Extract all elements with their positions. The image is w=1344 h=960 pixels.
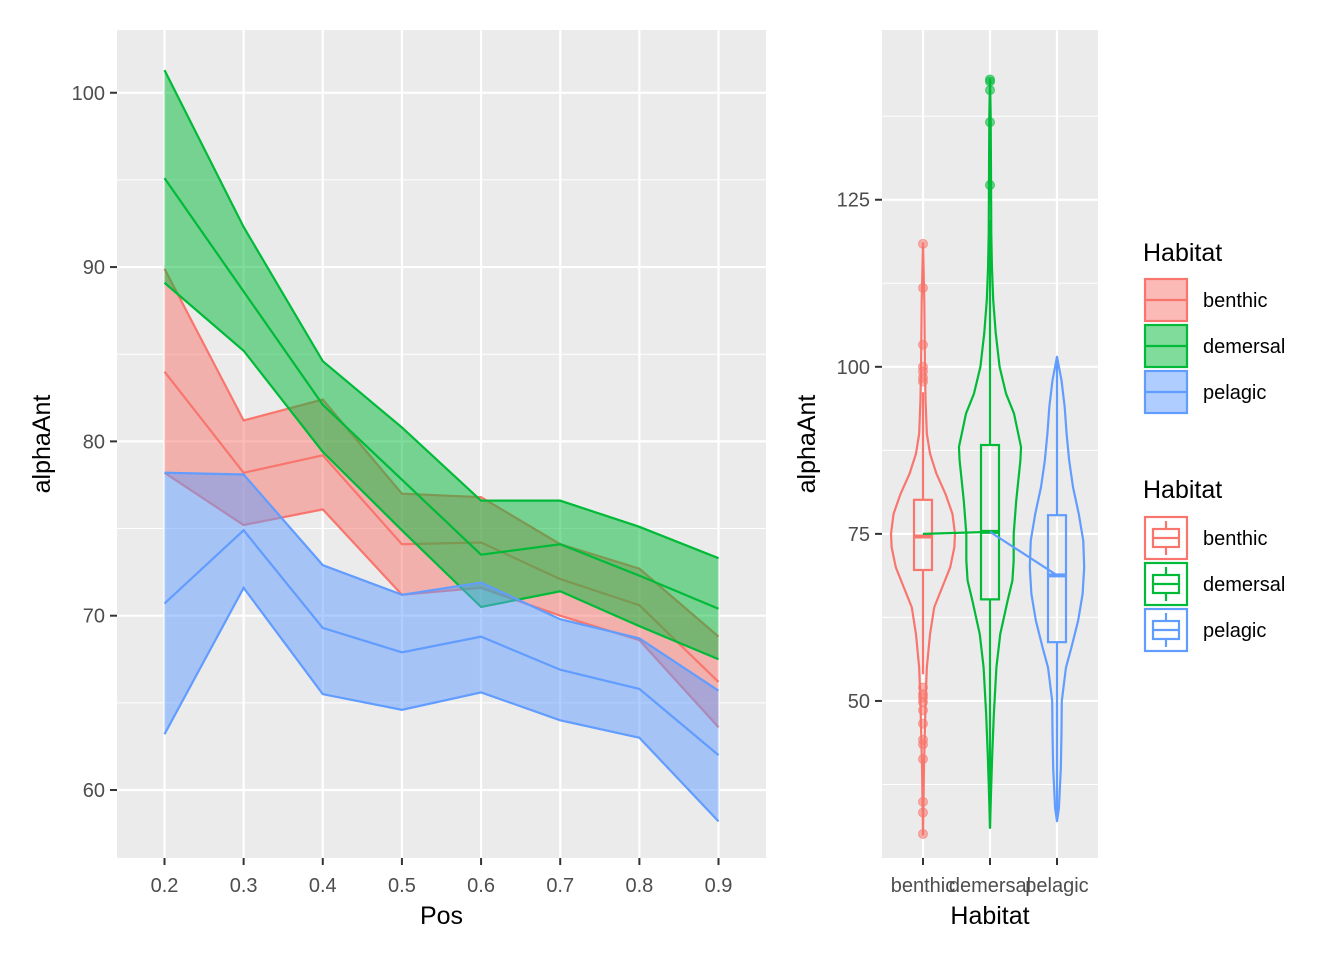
outlier-point-benthic bbox=[918, 796, 928, 807]
legend-fill-label-benthic: benthic bbox=[1203, 290, 1268, 312]
left-y-tick-label: 100 bbox=[72, 83, 105, 105]
legend-box-label-benthic: benthic bbox=[1203, 528, 1268, 550]
left-y-tick-label: 70 bbox=[83, 606, 105, 628]
ribbon-line-mean-pelagic bbox=[163, 528, 720, 756]
right-x-tick-label: pelagic bbox=[1025, 875, 1088, 897]
legend-box-label-demersal: demersal bbox=[1203, 574, 1285, 596]
ribbon-line-lower-pelagic bbox=[163, 585, 720, 823]
left-ribbon-series bbox=[163, 69, 720, 823]
left-ribbon-chart: 0.2 0.3 0.4 0.5 0.6 0.7 0.8 0.9 60 70 80 90 100 Pos… bbox=[28, 30, 766, 930]
right-mean-line bbox=[922, 530, 1058, 577]
left-x-tick-label: 0.6 bbox=[467, 875, 495, 897]
legend-fill: Habitat benthic demersal pelagic bbox=[1143, 239, 1285, 415]
left-x-tick-label: 0.7 bbox=[546, 875, 574, 897]
outlier-point-benthic bbox=[918, 739, 928, 750]
left-y-tick-labels: 60 70 80 90 100 bbox=[72, 83, 117, 802]
outlier-point-benthic bbox=[918, 754, 928, 765]
outlier-point-demersal bbox=[985, 85, 995, 96]
right-y-tick-label: 75 bbox=[848, 524, 870, 546]
left-x-tick-label: 0.8 bbox=[625, 875, 653, 897]
left-y-tick-label: 80 bbox=[83, 431, 105, 453]
right-y-tick-labels: 50 75 100 125 bbox=[837, 190, 882, 713]
left-y-tick-label: 90 bbox=[83, 257, 105, 279]
ribbon-line-mean-demersal bbox=[163, 177, 719, 610]
ribbon-band-pelagic bbox=[164, 472, 719, 822]
outlier-point-demersal bbox=[985, 117, 995, 128]
box-iqr-demersal bbox=[979, 443, 1001, 601]
ribbon-line-upper-pelagic bbox=[164, 471, 720, 692]
left-x-tick-label: 0.9 bbox=[705, 875, 733, 897]
violin-pelagic bbox=[1028, 355, 1086, 823]
mean-line-segment bbox=[922, 530, 991, 535]
right-x-tick-label: demersal bbox=[949, 875, 1031, 897]
outlier-point-benthic bbox=[918, 238, 928, 249]
legend-fill-title: Habitat bbox=[1143, 239, 1222, 267]
ribbon-line-upper-demersal bbox=[163, 69, 719, 560]
left-x-tick-label: 0.4 bbox=[309, 875, 337, 897]
left-x-tick-label: 0.2 bbox=[151, 875, 179, 897]
left-x-tick-label: 0.3 bbox=[230, 875, 258, 897]
legend-box: Habitat benthic demersal pelagic bbox=[1143, 476, 1285, 653]
left-y-tick-label: 60 bbox=[83, 780, 105, 802]
legend-box-label-pelagic: pelagic bbox=[1203, 620, 1266, 642]
outlier-point-benthic bbox=[918, 828, 928, 839]
right-y-tick-label: 50 bbox=[848, 691, 870, 713]
right-y-tick-label: 125 bbox=[837, 190, 870, 212]
left-y-axis-title: alphaAnt bbox=[28, 395, 56, 494]
right-x-tick-label: benthic bbox=[891, 875, 956, 897]
right-boxplots bbox=[912, 219, 1068, 828]
outlier-point-benthic bbox=[918, 339, 928, 350]
legend-fill-label-pelagic: pelagic bbox=[1203, 382, 1266, 404]
outlier-point-benthic bbox=[918, 376, 928, 387]
right-y-axis-title: alphaAnt bbox=[793, 395, 821, 494]
ribbon-line-lower-demersal bbox=[163, 281, 719, 661]
mean-line-segment bbox=[989, 530, 1058, 577]
left-x-tick-labels: 0.2 0.3 0.4 0.5 0.6 0.7 0.8 0.9 bbox=[151, 858, 733, 897]
outlier-point-benthic bbox=[918, 807, 928, 818]
outlier-point-demersal bbox=[985, 180, 995, 191]
right-y-tick-label: 100 bbox=[837, 357, 870, 379]
left-x-axis-title: Pos bbox=[420, 902, 463, 930]
legend-fill-label-demersal: demersal bbox=[1203, 336, 1285, 358]
outlier-point-benthic bbox=[918, 282, 928, 293]
right-outlier-points bbox=[918, 74, 995, 839]
outlier-point-benthic bbox=[918, 718, 928, 729]
legend-box-title: Habitat bbox=[1143, 476, 1222, 504]
outlier-point-demersal bbox=[985, 76, 995, 87]
right-x-axis-title: Habitat bbox=[950, 902, 1029, 930]
ribbon-band-demersal bbox=[164, 70, 719, 660]
left-x-tick-label: 0.5 bbox=[388, 875, 416, 897]
outlier-point-benthic bbox=[918, 705, 928, 716]
box-iqr-pelagic bbox=[1046, 514, 1068, 644]
